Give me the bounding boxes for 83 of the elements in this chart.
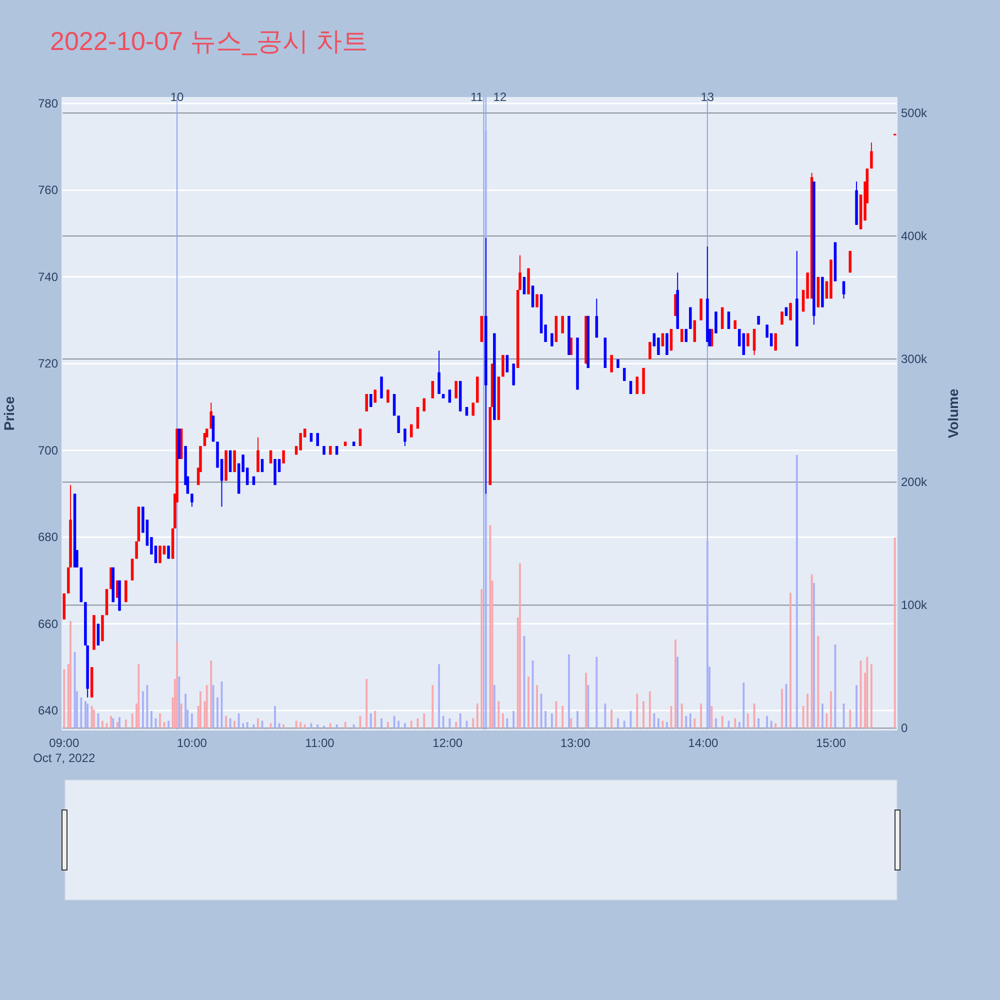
candlestick (680, 328, 684, 342)
y2-tick-label: 100k (901, 598, 928, 612)
y-tick-label: 660 (38, 616, 58, 631)
x-tick-label: 11:00 (305, 736, 335, 750)
candlestick (610, 354, 613, 373)
y-tick-label: 740 (38, 270, 58, 284)
candlestick (742, 332, 746, 356)
candlestick (657, 337, 660, 356)
candlestick (358, 428, 362, 447)
candlestick (472, 402, 474, 416)
candlestick (648, 341, 652, 360)
candlestick (522, 276, 526, 295)
candlestick (190, 493, 194, 508)
x-tick-label: 12:00 (432, 736, 463, 750)
y2-tick-label: 500k (901, 106, 928, 120)
candlestick (714, 311, 718, 334)
candlestick (720, 306, 724, 330)
candlestick (693, 320, 696, 342)
y-tick-label: 640 (38, 703, 58, 718)
y2-tick-label: 300k (901, 352, 928, 366)
y2-tick-label: 400k (901, 229, 928, 244)
candlestick (316, 432, 319, 447)
x-tick-label: 10:00 (176, 736, 208, 750)
y2-tick-label: 0 (901, 721, 908, 736)
y-tick-label: 700 (38, 443, 58, 458)
candlestick (210, 402, 212, 430)
candlestick (380, 376, 383, 399)
candlestick (404, 428, 406, 447)
candlestick (595, 298, 598, 338)
candlestick (410, 424, 413, 438)
candlestick (842, 280, 846, 300)
chart-title: 2022-10-07 뉴스_공시 차트 (50, 26, 368, 56)
candlestick (386, 389, 390, 404)
candlestick (431, 380, 434, 399)
ref-line-label: 10 (170, 90, 184, 104)
x-tick-label: 09:00 Oct 7, 2022 (33, 736, 96, 765)
candlestick (438, 350, 440, 394)
candlestick (96, 623, 100, 646)
y-tick-label: 680 (38, 530, 58, 544)
y-tick-label: 720 (38, 356, 58, 371)
x-tick-label: 14:00 (688, 736, 718, 750)
candlestick (622, 367, 626, 382)
candlestick (661, 332, 664, 347)
candlestick (629, 380, 632, 394)
candlestick (870, 142, 873, 170)
candlestick (269, 450, 272, 464)
candlestick (531, 285, 534, 308)
ref-line-label: 12 (493, 90, 507, 104)
x-tick-label: 13:00 (560, 736, 591, 750)
y-axis-title: Price (1, 396, 17, 431)
candlestick (636, 376, 639, 394)
candlestick (397, 415, 400, 434)
candlestick (374, 389, 377, 404)
candlestick (256, 436, 260, 473)
candlestick (727, 311, 730, 330)
ref-line-label: 13 (700, 90, 714, 104)
y2-tick-label: 200k (901, 475, 928, 490)
candlestick (130, 558, 134, 581)
y-tick-label: 780 (38, 96, 58, 111)
candlestick (746, 332, 750, 347)
candlestick (512, 363, 515, 386)
candlestick (752, 328, 756, 356)
candlestick (282, 450, 285, 464)
candlestick (561, 315, 564, 334)
candlestick (369, 394, 372, 407)
ref-line-label: 11 (470, 90, 484, 104)
y-tick-label: 760 (38, 183, 58, 198)
candlestick (666, 332, 668, 356)
candlestick (454, 380, 458, 399)
candlestick (550, 332, 554, 347)
candlestick (448, 389, 452, 404)
candlestick (299, 432, 302, 451)
candlestick (506, 354, 509, 373)
candlestick (684, 328, 688, 342)
candlestick (158, 545, 162, 564)
y2-axis-title: Volume (945, 388, 961, 438)
x-tick-label: 15:00 (816, 736, 846, 750)
candlestick (422, 398, 426, 412)
candlestick (260, 458, 264, 473)
candlestick (688, 306, 692, 330)
candlestick (700, 298, 702, 321)
candlestick (365, 393, 368, 412)
candlestick (780, 311, 784, 326)
